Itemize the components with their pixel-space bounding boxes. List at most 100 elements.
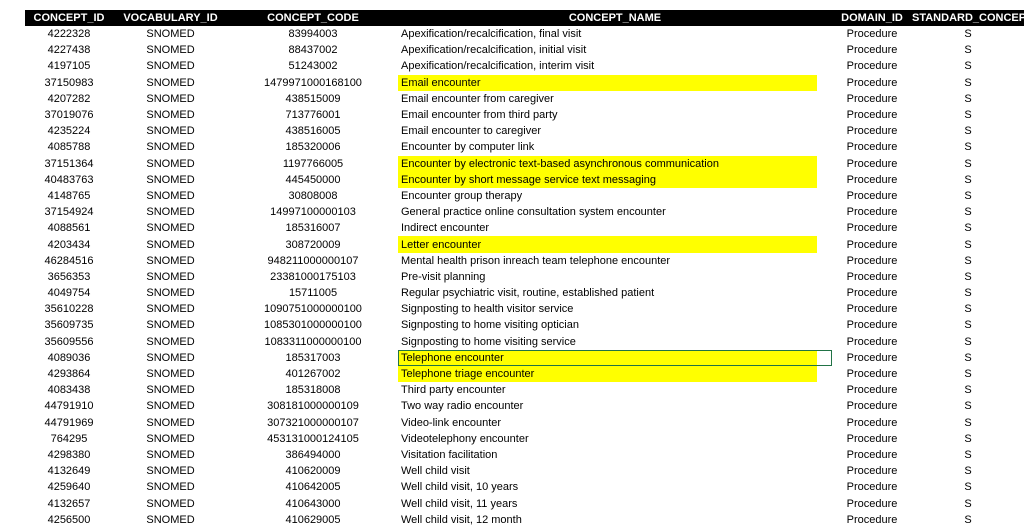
table-cell[interactable]: SNOMED — [146, 189, 195, 202]
table-cell[interactable]: S — [964, 270, 972, 283]
table-cell[interactable]: Two way radio encounter — [401, 400, 524, 413]
table-cell[interactable]: Email encounter from caregiver — [401, 92, 554, 105]
table-cell[interactable]: 713776001 — [285, 109, 341, 122]
table-cell[interactable]: Procedure — [846, 60, 898, 73]
table-cell[interactable]: SNOMED — [146, 368, 195, 381]
table-cell[interactable]: SNOMED — [146, 497, 195, 510]
table-cell[interactable]: S — [964, 335, 972, 348]
table-cell[interactable]: 4207282 — [47, 92, 91, 105]
table-cell[interactable]: Procedure — [846, 335, 898, 348]
table-cell[interactable]: 185316007 — [285, 222, 341, 235]
table-cell[interactable]: S — [964, 303, 972, 316]
table-cell[interactable]: 948211000000107 — [267, 254, 359, 267]
table-cell[interactable]: 308720009 — [285, 238, 341, 251]
table-cell[interactable]: S — [964, 448, 972, 461]
table-cell[interactable]: S — [964, 44, 972, 57]
table-cell[interactable]: 4049754 — [47, 287, 91, 300]
table-cell[interactable]: SNOMED — [146, 416, 195, 429]
table-cell[interactable]: 35609556 — [44, 335, 94, 348]
table-cell[interactable]: Procedure — [846, 157, 898, 170]
table-cell[interactable]: S — [964, 173, 972, 186]
table-cell[interactable]: 4256500 — [47, 513, 91, 526]
table-cell[interactable]: 185317003 — [285, 351, 341, 364]
table-cell[interactable]: SNOMED — [146, 173, 195, 186]
table-cell[interactable]: 46284516 — [44, 254, 94, 267]
table-cell[interactable]: Visitation facilitation — [401, 448, 498, 461]
table-cell[interactable]: 51243002 — [288, 60, 338, 73]
table-cell[interactable]: Procedure — [846, 254, 898, 267]
table-cell[interactable]: 4235224 — [47, 125, 91, 138]
table-cell[interactable]: S — [964, 368, 972, 381]
table-cell[interactable]: SNOMED — [146, 222, 195, 235]
table-cell[interactable]: Procedure — [846, 384, 898, 397]
table-cell[interactable]: Procedure — [846, 400, 898, 413]
table-cell[interactable]: Procedure — [846, 238, 898, 251]
table-cell[interactable]: 44791969 — [44, 416, 94, 429]
table-cell[interactable]: S — [964, 416, 972, 429]
table-cell[interactable]: 4132657 — [47, 497, 91, 510]
table-cell[interactable]: 445450000 — [285, 173, 341, 186]
table-cell[interactable]: Encounter by short message service text … — [398, 171, 832, 188]
table-cell[interactable]: Signposting to home visiting optician — [401, 319, 579, 332]
table-cell[interactable]: 4132649 — [47, 465, 91, 478]
table-cell[interactable]: Procedure — [846, 448, 898, 461]
table-cell[interactable]: S — [964, 60, 972, 73]
table-cell[interactable]: 4227438 — [47, 44, 91, 57]
table-cell[interactable]: 410642005 — [285, 481, 341, 494]
table-cell[interactable]: 307321000000107 — [267, 416, 359, 429]
table-cell[interactable]: S — [964, 287, 972, 300]
table-cell[interactable]: S — [964, 222, 972, 235]
table-cell[interactable]: 4083438 — [47, 384, 91, 397]
table-cell[interactable]: 4197105 — [47, 60, 91, 73]
table-cell[interactable]: SNOMED — [146, 335, 195, 348]
table-cell[interactable]: S — [964, 206, 972, 219]
table-cell[interactable]: 410643000 — [285, 497, 341, 510]
table-cell[interactable]: Procedure — [846, 76, 898, 89]
table-cell[interactable]: SNOMED — [146, 287, 195, 300]
table-cell[interactable]: 1085301000000100 — [264, 319, 362, 332]
table-cell[interactable]: S — [964, 400, 972, 413]
table-cell[interactable]: Procedure — [846, 513, 898, 526]
table-cell[interactable]: S — [964, 125, 972, 138]
table-cell[interactable]: Videotelephony encounter — [401, 432, 529, 445]
table-cell[interactable]: Telephone encounter — [398, 349, 832, 366]
table-cell[interactable]: Signposting to home visiting service — [401, 335, 576, 348]
table-cell[interactable]: SNOMED — [146, 270, 195, 283]
table-cell[interactable]: 37151364 — [44, 157, 94, 170]
table-cell[interactable]: Procedure — [846, 173, 898, 186]
table-cell[interactable]: Apexification/recalcification, interim v… — [401, 60, 595, 73]
table-cell[interactable]: S — [964, 189, 972, 202]
table-cell[interactable]: 3656353 — [47, 270, 91, 283]
table-cell[interactable]: Procedure — [846, 222, 898, 235]
table-cell[interactable]: Procedure — [846, 189, 898, 202]
table-cell[interactable]: S — [964, 254, 972, 267]
table-cell[interactable]: Encounter group therapy — [401, 189, 523, 202]
table-cell[interactable]: Procedure — [846, 303, 898, 316]
table-cell[interactable]: Procedure — [846, 28, 898, 41]
table-cell[interactable]: Procedure — [846, 141, 898, 154]
table-cell[interactable]: SNOMED — [146, 28, 195, 41]
table-cell[interactable]: 14997100000103 — [270, 206, 356, 219]
table-cell[interactable]: SNOMED — [146, 432, 195, 445]
table-cell[interactable]: SNOMED — [146, 238, 195, 251]
table-cell[interactable]: S — [964, 109, 972, 122]
table-cell[interactable]: 4088561 — [47, 222, 91, 235]
table-cell[interactable]: Procedure — [846, 287, 898, 300]
table-cell[interactable]: 438515009 — [285, 92, 341, 105]
table-cell[interactable]: 308181000000109 — [267, 400, 359, 413]
table-cell[interactable]: 83994003 — [288, 28, 338, 41]
column-header[interactable]: VOCABULARY_ID — [113, 10, 228, 26]
table-cell[interactable]: 23381000175103 — [270, 270, 356, 283]
table-cell[interactable]: Procedure — [846, 270, 898, 283]
table-cell[interactable]: S — [964, 238, 972, 251]
table-cell[interactable]: Procedure — [846, 481, 898, 494]
table-cell[interactable]: S — [964, 465, 972, 478]
table-cell[interactable]: 1090751000000100 — [264, 303, 362, 316]
table-cell[interactable]: 438516005 — [285, 125, 341, 138]
table-cell[interactable]: SNOMED — [146, 92, 195, 105]
table-cell[interactable]: Well child visit — [401, 465, 470, 478]
table-cell[interactable]: 1197766005 — [282, 157, 344, 170]
table-cell[interactable]: SNOMED — [146, 319, 195, 332]
table-cell[interactable]: S — [964, 141, 972, 154]
table-cell[interactable]: 40483763 — [44, 173, 94, 186]
